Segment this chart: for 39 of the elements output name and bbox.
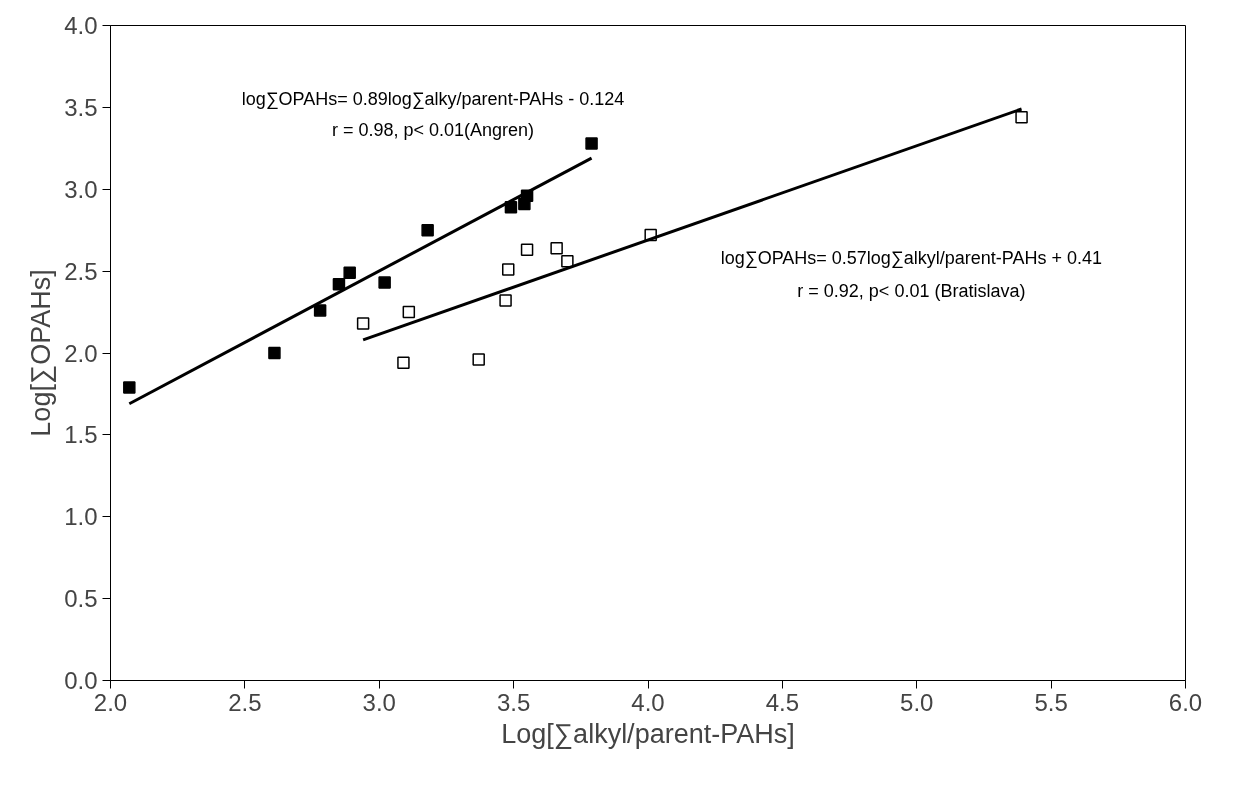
- point: [397, 356, 410, 370]
- annotation: r = 0.98, p< 0.01(Angren): [331, 120, 535, 141]
- point: [585, 137, 598, 150]
- annotation: r = 0.92, p< 0.01 (Bratislava): [797, 280, 1026, 301]
- point: [561, 255, 574, 268]
- y-tick-label: 1.0: [64, 503, 98, 531]
- x-tick-label: 6.0: [1168, 688, 1203, 716]
- point: [472, 353, 485, 366]
- annotation: log∑OPAHs= 0.89log∑alky/parent-PAHs - 0.124: [241, 89, 625, 110]
- x-tick-label: 3.5: [496, 688, 531, 716]
- point: [343, 266, 356, 280]
- x-tick-label: 4.0: [631, 688, 665, 716]
- x-tick-label: 5.0: [900, 688, 934, 716]
- y-axis-title: Log[∑OPAHs]: [26, 269, 57, 437]
- point: [313, 304, 327, 317]
- point: [1015, 110, 1028, 124]
- y-tick-label: 4.0: [64, 12, 98, 39]
- point: [499, 294, 512, 307]
- point: [502, 263, 515, 276]
- point: [550, 241, 563, 255]
- y-tick-label: 2.0: [64, 339, 98, 367]
- x-tick-label: 4.5: [765, 688, 800, 716]
- x-axis-title: Log[∑alkyl/parent-PAHs]: [501, 718, 795, 749]
- y-tick-label: 3.5: [64, 93, 98, 121]
- point: [123, 381, 136, 394]
- point: [378, 276, 391, 289]
- point: [520, 243, 534, 257]
- point: [356, 317, 370, 330]
- y-tick-label: 2.5: [64, 257, 98, 285]
- x-tick-label: 2.5: [228, 688, 262, 716]
- annotation: log∑OPAHs= 0.57log∑alkyl/parent-PAHs + 0.41: [720, 248, 1102, 269]
- point: [268, 346, 281, 360]
- x-tick-label: 3.0: [362, 688, 396, 716]
- y-tick-label: 3.0: [64, 175, 98, 203]
- x-tick-label: 5.5: [1034, 688, 1068, 716]
- y-tick-label: 1.5: [64, 421, 98, 449]
- point: [421, 223, 434, 237]
- point: [402, 305, 416, 319]
- y-tick-label: 0.5: [64, 585, 98, 613]
